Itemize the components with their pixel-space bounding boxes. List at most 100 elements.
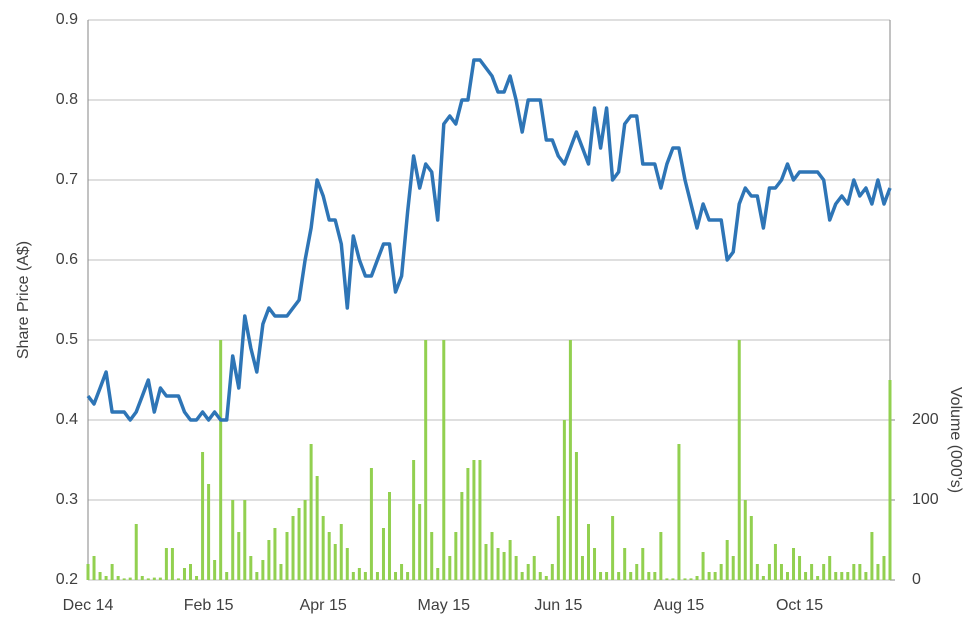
volume-bar	[538, 572, 542, 580]
volume-bar	[303, 500, 307, 580]
volume-bar	[237, 532, 241, 580]
volume-bar	[484, 544, 488, 580]
volume-bar	[514, 556, 518, 580]
x-tick-label: Feb 15	[184, 597, 234, 614]
volume-bar	[864, 572, 868, 580]
volume-bar	[707, 572, 711, 580]
volume-bar	[683, 578, 687, 580]
volume-bar	[508, 540, 512, 580]
x-tick-label: Jun 15	[534, 597, 582, 614]
volume-bar	[104, 576, 108, 580]
y2-tick-label: 200	[912, 411, 939, 428]
y-tick-label: 0.3	[56, 491, 78, 508]
volume-bar	[164, 548, 168, 580]
volume-bar	[388, 492, 392, 580]
volume-bar	[701, 552, 705, 580]
volume-bar	[472, 460, 476, 580]
volume-bar	[92, 556, 96, 580]
volume-bar	[140, 576, 144, 580]
volume-bar	[574, 452, 578, 580]
x-tick-label: May 15	[418, 597, 471, 614]
volume-bar	[562, 420, 566, 580]
volume-bar	[840, 572, 844, 580]
volume-bar	[792, 548, 796, 580]
volume-bar	[743, 500, 747, 580]
volume-bar	[207, 484, 211, 580]
volume-bar	[677, 444, 681, 580]
volume-bar	[731, 556, 735, 580]
volume-bar	[550, 564, 554, 580]
volume-bar	[442, 340, 446, 580]
volume-bar	[195, 576, 199, 580]
volume-bar	[315, 476, 319, 580]
y-tick-label: 0.5	[56, 331, 78, 348]
volume-bar	[478, 460, 482, 580]
volume-bar	[418, 504, 422, 580]
volume-bar	[285, 532, 289, 580]
volume-bar	[146, 578, 150, 580]
volume-bar	[779, 564, 783, 580]
volume-bar	[858, 564, 862, 580]
volume-bar	[834, 572, 838, 580]
volume-bar	[448, 556, 452, 580]
volume-bar	[490, 532, 494, 580]
x-tick-label: Aug 15	[654, 597, 705, 614]
y2-tick-label: 100	[912, 491, 939, 508]
volume-bar	[460, 492, 464, 580]
volume-bar	[544, 576, 548, 580]
volume-bar	[846, 572, 850, 580]
volume-bar	[339, 524, 343, 580]
x-tick-label: Dec 14	[63, 597, 114, 614]
x-tick-label: Apr 15	[300, 597, 347, 614]
volume-bar	[400, 564, 404, 580]
volume-bar	[394, 572, 398, 580]
volume-bar	[110, 564, 114, 580]
volume-bar	[659, 532, 663, 580]
volume-bar	[327, 532, 331, 580]
volume-bar	[345, 548, 349, 580]
volume-bar	[134, 524, 138, 580]
y-tick-label: 0.6	[56, 251, 78, 268]
volume-bar	[828, 556, 832, 580]
volume-bar	[623, 548, 627, 580]
volume-bar	[128, 577, 132, 580]
volume-bar	[629, 572, 633, 580]
y-axis-label: Share Price (A$)	[15, 241, 32, 359]
volume-bar	[605, 572, 609, 580]
volume-bar	[231, 500, 235, 580]
volume-bar	[86, 564, 90, 580]
volume-bar	[255, 572, 259, 580]
volume-bar	[713, 572, 717, 580]
y-tick-label: 0.7	[56, 171, 78, 188]
volume-bar	[749, 516, 753, 580]
volume-bar	[158, 577, 162, 580]
x-tick-label: Oct 15	[776, 597, 823, 614]
volume-bar	[852, 564, 856, 580]
volume-bar	[182, 568, 186, 580]
volume-bar	[599, 572, 603, 580]
volume-bar	[249, 556, 253, 580]
volume-bar	[261, 560, 265, 580]
volume-bar	[496, 548, 500, 580]
volume-bar	[152, 577, 156, 580]
volume-bar	[617, 572, 621, 580]
volume-bar	[568, 340, 572, 580]
volume-bar	[267, 540, 271, 580]
volume-bar	[321, 516, 325, 580]
volume-bar	[369, 468, 373, 580]
volume-bar	[375, 572, 379, 580]
volume-bar	[170, 548, 174, 580]
volume-bar	[279, 564, 283, 580]
volume-bar	[520, 572, 524, 580]
volume-bar	[586, 524, 590, 580]
volume-bar	[406, 572, 410, 580]
y-tick-label: 0.8	[56, 91, 78, 108]
volume-bar	[424, 340, 428, 580]
volume-bar	[882, 556, 886, 580]
volume-bar	[201, 452, 205, 580]
volume-bar	[635, 564, 639, 580]
volume-bar	[641, 548, 645, 580]
volume-bar	[556, 516, 560, 580]
volume-bar	[309, 444, 313, 580]
